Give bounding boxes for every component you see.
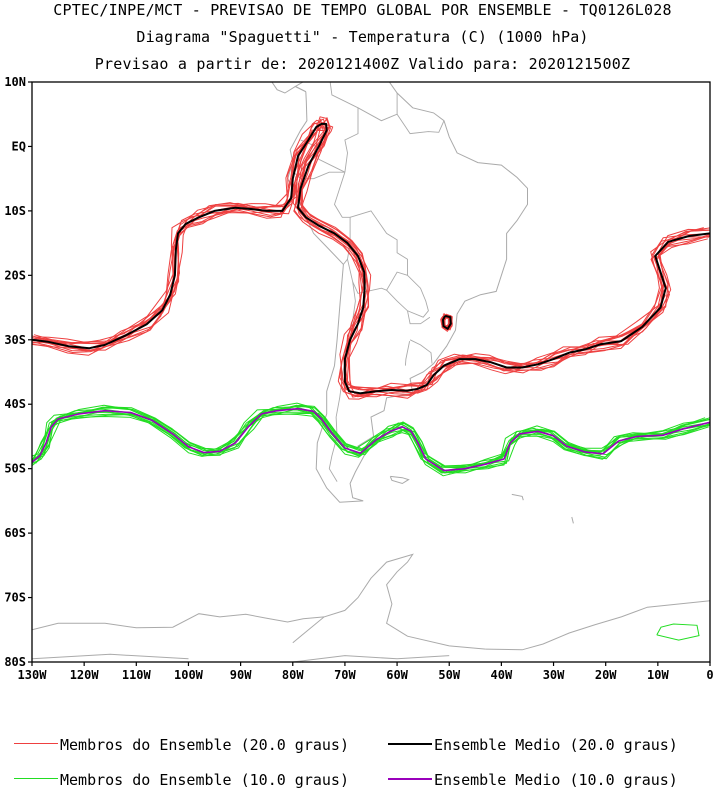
title-line-1: CPTEC/INPE/MCT - PREVISAO DE TEMPO GLOBA… [53, 1, 672, 19]
country-border [386, 274, 429, 318]
legend-swatch-mean-20 [388, 742, 432, 745]
lon-tick-label: 30W [543, 668, 565, 682]
ensemble-member-10 [656, 623, 700, 641]
legend-swatch-members-10 [14, 778, 58, 779]
ensemble-member-10 [32, 408, 708, 474]
lon-tick-label: 70W [334, 668, 356, 682]
lat-tick-label: 40S [4, 397, 26, 411]
coastline [292, 655, 450, 662]
ensemble-member-20 [32, 122, 708, 398]
coastline [511, 493, 524, 501]
lat-tick-label: 80S [4, 655, 26, 669]
country-border [347, 259, 408, 294]
lon-tick-label: 40W [491, 668, 513, 682]
coastlines [32, 53, 710, 662]
spaghetti-map: 10N EQ 10S 20S 30S 40S 50S 60S 70S 80S 130W 120W 11… [4, 53, 714, 682]
contour-lines [32, 116, 710, 641]
coastline [32, 653, 189, 660]
coastline [571, 516, 574, 524]
ensemble-member-20 [32, 127, 710, 398]
lat-tick-label: 70S [4, 591, 26, 605]
legend-swatch-members-20 [14, 743, 58, 744]
country-border [357, 93, 398, 122]
ensemble-mean-10 [32, 407, 710, 472]
lon-tick-label: 120W [70, 668, 100, 682]
legend-mean-10: Ensemble Medio (10.0 graus) [388, 771, 678, 789]
ensemble-mean-20 [441, 314, 452, 331]
longitude-labels: 130W 120W 110W 100W 90W 80W 70W 60W 50W 40W 30W 20W… [18, 668, 714, 682]
lat-tick-label: 10N [4, 75, 26, 89]
legend-label-members-20: Membros do Ensemble (20.0 graus) [60, 736, 349, 754]
coastline [389, 475, 410, 485]
lat-tick-label: EQ [12, 139, 26, 153]
country-border [404, 341, 411, 366]
country-border [407, 310, 431, 325]
title-line-2: Diagrama "Spaguetti" - Temperatura (C) (… [136, 28, 589, 46]
latitude-labels: 10N EQ 10S 20S 30S 40S 50S 60S 70S 80S [4, 75, 26, 669]
lon-tick-label: 0 [706, 668, 713, 682]
legend-label-members-10: Membros do Ensemble (10.0 graus) [60, 771, 349, 789]
ensemble-member-20 [36, 123, 710, 397]
legend-swatch-mean-10 [388, 777, 432, 780]
coastline [32, 613, 325, 631]
plot-frame [31, 81, 711, 663]
country-border [409, 339, 433, 364]
ensemble-member-10 [32, 413, 709, 477]
ensemble-member-20 [32, 129, 708, 400]
title-line-3: Previsao a partir de: 2020121400Z Valido… [94, 55, 631, 73]
lon-tick-label: 130W [18, 668, 48, 682]
country-border [396, 113, 445, 135]
lon-tick-label: 50W [438, 668, 460, 682]
lon-tick-label: 90W [230, 668, 252, 682]
axis-ticks [28, 81, 711, 666]
country-border [328, 281, 356, 482]
legend-label-mean-10: Ensemble Medio (10.0 graus) [434, 771, 678, 789]
lat-tick-label: 60S [4, 526, 26, 540]
ensemble-member-20 [32, 119, 710, 395]
lon-tick-label: 110W [122, 668, 152, 682]
lat-tick-label: 30S [4, 333, 26, 347]
ensemble-member-10 [33, 404, 710, 467]
country-border [329, 82, 359, 173]
legend-mean-20: Ensemble Medio (20.0 graus) [388, 736, 678, 754]
lon-tick-label: 10W [647, 668, 669, 682]
legend-label-mean-20: Ensemble Medio (20.0 graus) [434, 736, 678, 754]
lat-tick-label: 20S [4, 268, 26, 282]
country-border [349, 210, 408, 276]
legend-members-20: Membros do Ensemble (20.0 graus) [14, 736, 349, 754]
coastline [271, 82, 307, 94]
lon-tick-label: 80W [282, 668, 304, 682]
lat-tick-label: 10S [4, 204, 26, 218]
lat-tick-label: 50S [4, 462, 26, 476]
lon-tick-label: 20W [595, 668, 617, 682]
lon-tick-label: 100W [174, 668, 204, 682]
lon-tick-label: 60W [386, 668, 408, 682]
coastline [287, 82, 528, 503]
ensemble-member-20 [32, 126, 710, 397]
coastline [292, 553, 486, 650]
ensemble-member-10 [32, 404, 709, 469]
ensemble-member-20 [32, 124, 710, 398]
ensemble-mean-20 [32, 122, 710, 395]
coastline [485, 600, 710, 651]
ensemble-member-20 [33, 117, 710, 390]
legend-members-10: Membros do Ensemble (10.0 graus) [14, 771, 349, 789]
coastline [275, 53, 276, 79]
